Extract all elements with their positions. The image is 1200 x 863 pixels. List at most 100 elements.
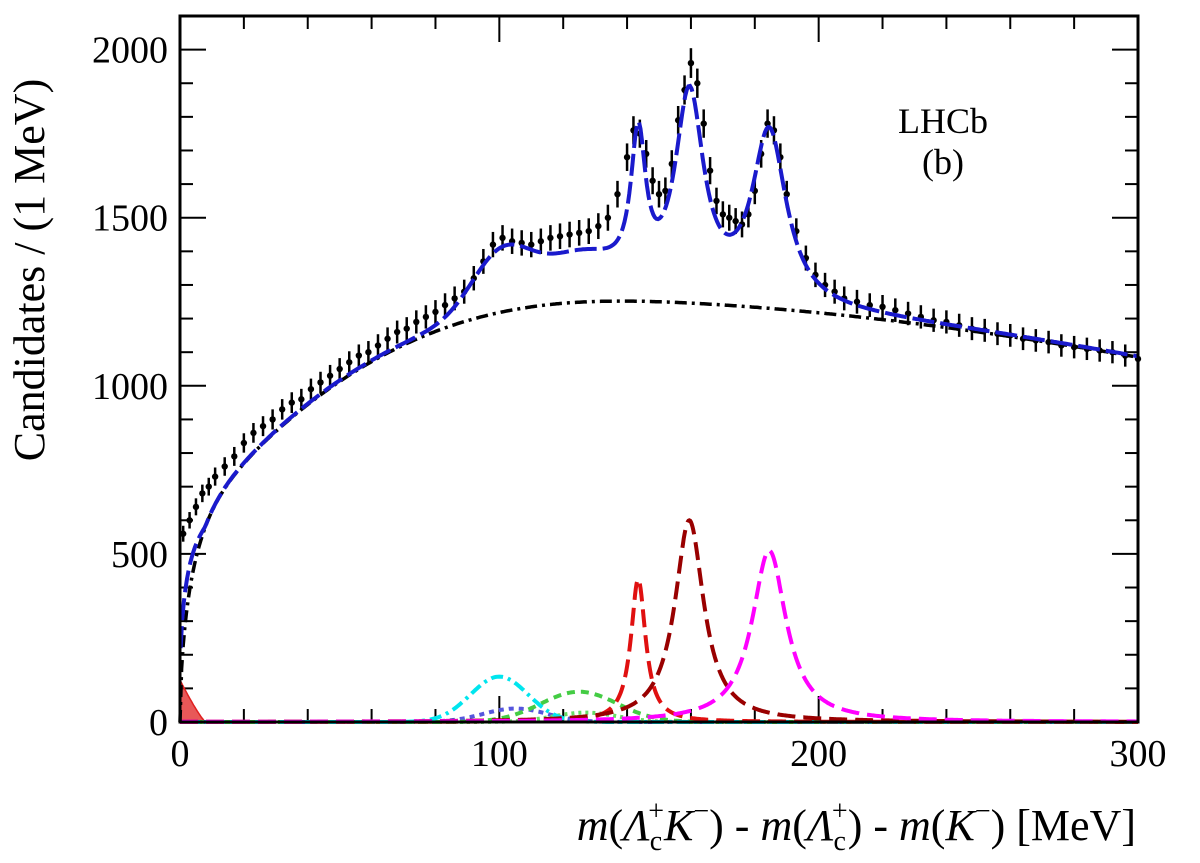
data-point [250,423,257,443]
data-point [199,484,206,503]
data-marker [649,177,656,184]
data-point [662,177,669,205]
data-marker [211,473,219,480]
total-fit [178,83,1138,649]
data-marker [655,190,663,198]
data-point [422,305,430,329]
data-point [917,305,925,329]
data-marker [614,190,621,198]
data-marker [556,233,564,240]
data-point [307,378,315,400]
data-marker [1070,343,1078,351]
data-point [518,230,525,256]
data-point [566,221,573,248]
data-marker [783,190,790,198]
data-point [706,157,714,185]
data-marker [355,352,363,359]
data-point [240,433,248,453]
data-point [649,167,656,195]
data-point [413,310,420,334]
data-point [879,294,886,319]
data-marker [422,313,430,321]
x-tick-label: 200 [790,733,847,775]
data-point [441,293,449,317]
data-marker [441,301,449,309]
data-point [336,358,343,380]
data-point [694,68,701,98]
data-marker [528,241,535,248]
data-point [726,204,733,231]
plot-frame [178,14,1140,724]
data-marker [374,342,382,349]
data-marker [853,298,861,305]
fit-components [178,299,1139,724]
data-marker [403,325,410,332]
data-marker [179,530,187,537]
data-marker [585,227,592,235]
data-point [687,48,695,78]
data-marker [365,348,372,356]
data-marker [719,211,727,218]
data-point [853,289,861,314]
data-marker [288,399,295,406]
data-marker [186,517,193,524]
data-marker [879,303,886,311]
data-point [298,388,305,410]
y-tick-label: 1500 [92,198,168,240]
data-marker [205,483,212,490]
data-point [1045,330,1052,354]
data-marker [317,379,324,386]
data-point [489,231,497,258]
data-point [713,187,720,215]
data-marker [199,490,206,497]
annotation-panel: (b) [922,142,964,182]
data-point [278,399,286,420]
data-marker [892,306,899,314]
data-marker [231,453,238,460]
data-point [231,446,238,466]
data-point [269,409,276,430]
data-marker [384,335,391,342]
data-point [700,109,707,138]
data-point [528,231,535,258]
data-marker [451,295,458,302]
data-point [384,327,391,351]
y-axis-title: Candidates / (1 MeV) [5,79,54,461]
y-tick-label: 1000 [92,366,168,408]
data-marker [499,234,506,242]
component-peak-145 [180,575,1138,724]
data-point [904,301,912,326]
x-tick-label: 0 [171,733,190,775]
data-point [866,293,873,317]
data-point [470,266,477,291]
data-marker [732,217,739,225]
data-marker [518,239,525,247]
data-marker [250,429,257,437]
data-marker [393,328,401,336]
data-marker [595,222,602,230]
data-marker [694,80,701,87]
y-tick-label: 0 [149,702,168,744]
data-point [556,223,564,249]
data-marker [566,231,573,238]
x-tick-label: 300 [1110,733,1167,775]
data-point [317,371,324,394]
data-marker [575,229,583,237]
total-fit-curve [178,83,1138,649]
data-point [1070,335,1078,359]
data-point [595,213,602,240]
data-marker [604,214,612,221]
data-marker [221,463,228,470]
y-tick-label: 2000 [92,30,168,72]
data-point [623,143,631,171]
data-marker [687,59,695,67]
data-point [326,364,334,387]
data-marker [346,359,353,366]
data-marker [269,416,276,423]
data-point [604,204,612,231]
data-point [179,525,187,542]
data-marker [713,197,720,205]
axis-ticks [179,16,1139,723]
component-peak-160 [180,518,1138,724]
